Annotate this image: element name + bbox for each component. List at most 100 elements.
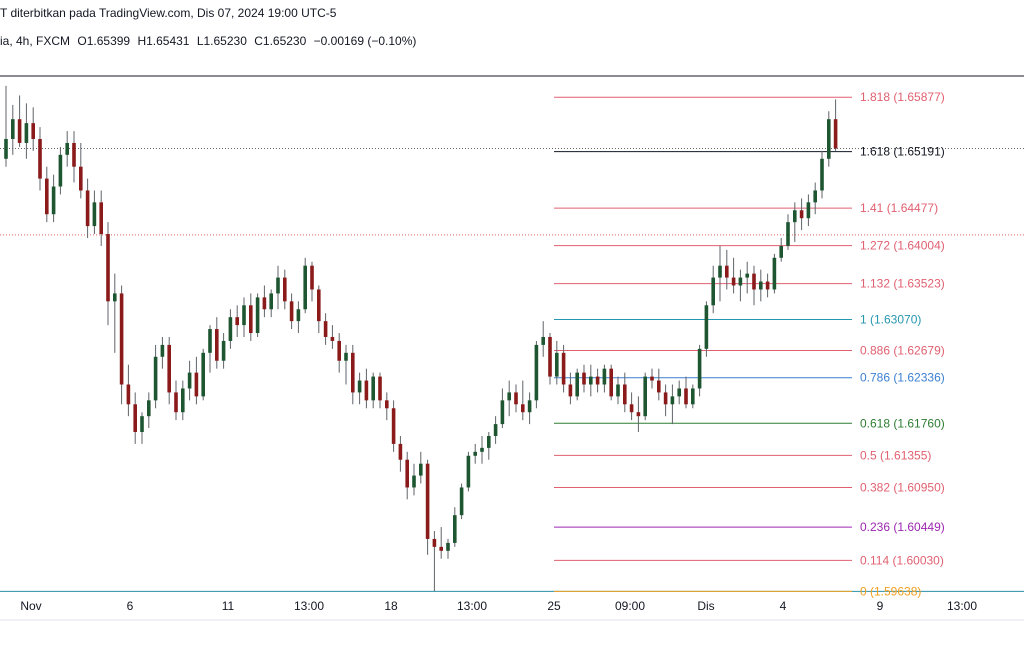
candle-body <box>657 380 661 393</box>
candle <box>833 99 838 151</box>
candle <box>772 253 777 294</box>
candle <box>153 344 158 409</box>
candle-body <box>58 154 63 187</box>
candle <box>262 285 267 318</box>
candle-body <box>174 392 178 413</box>
candle <box>827 111 831 167</box>
fib-level-label: 1.41 (1.64477) <box>860 201 938 215</box>
candle <box>718 245 722 302</box>
candle-body <box>514 392 518 405</box>
candle-body <box>453 515 457 543</box>
candle-body <box>194 372 199 397</box>
candle-body <box>215 329 219 361</box>
candle-body <box>541 336 545 345</box>
time-tick-label: Dis <box>697 599 714 613</box>
candle <box>296 301 301 334</box>
published-info: T diterbitkan pada TradingView.com, Dis … <box>0 6 337 20</box>
candle-body <box>92 202 97 227</box>
candle <box>507 380 511 417</box>
candle <box>174 380 178 421</box>
candle-body <box>51 186 56 215</box>
time-axis[interactable]: Nov 6 11 13:00 18 13:00 25 09:00 Dis 4 9 13:00 <box>20 599 977 613</box>
candle <box>670 384 675 425</box>
candle-body <box>446 542 450 551</box>
candle <box>575 368 579 401</box>
candle <box>534 340 539 409</box>
candle-body <box>589 376 593 385</box>
fib-level-label: 1.272 (1.64004) <box>860 239 945 253</box>
candle <box>249 293 253 341</box>
candle-body <box>691 388 695 405</box>
fibonacci-extension[interactable]: 1.818 (1.65877) 1.618 (1.65191) 1.41 (1.64… <box>554 90 945 598</box>
candle <box>242 297 246 337</box>
candle <box>480 435 484 464</box>
candle <box>521 380 525 421</box>
candle-body <box>765 281 770 290</box>
candle <box>629 392 634 421</box>
candle-body <box>725 265 729 278</box>
candle-body <box>650 376 654 381</box>
candle-body <box>133 404 137 433</box>
candle-body <box>466 455 471 488</box>
candle <box>541 321 545 357</box>
candle-body <box>99 202 103 235</box>
candle <box>643 372 647 421</box>
candle <box>351 344 355 405</box>
candle-body <box>337 340 341 361</box>
candle-body <box>378 376 382 401</box>
candle <box>187 360 192 401</box>
candle <box>799 198 804 231</box>
candle <box>493 416 498 444</box>
candle-body <box>364 380 369 401</box>
candle <box>167 336 171 405</box>
candle-body <box>799 210 804 219</box>
candle <box>813 182 817 215</box>
candle <box>208 325 212 373</box>
fib-level-label: 0.618 (1.61760) <box>860 416 945 430</box>
candle <box>595 368 600 393</box>
candle <box>11 104 15 155</box>
fib-level-label: 1 (1.63070) <box>860 313 921 327</box>
candle-body <box>296 309 301 322</box>
candle <box>623 372 627 413</box>
candle <box>663 384 668 417</box>
candle <box>119 285 124 405</box>
fib-level-label: 1.132 (1.63523) <box>860 277 945 291</box>
fib-level-label: 0.382 (1.60950) <box>860 480 945 494</box>
candle <box>289 293 294 330</box>
candle-body <box>330 336 335 341</box>
symbol-label[interactable]: ia, 4h, FXCM <box>0 34 71 48</box>
candle <box>255 293 260 337</box>
candle <box>85 178 90 238</box>
candle <box>432 531 437 592</box>
candle <box>181 380 185 421</box>
candle <box>412 463 416 496</box>
candle-body <box>187 372 192 389</box>
fib-level-label: 1.818 (1.65877) <box>860 90 945 104</box>
candle <box>147 392 151 429</box>
high-value: H1.65431 <box>137 34 190 48</box>
candle <box>711 265 715 314</box>
candle-body <box>153 356 158 401</box>
candle <box>133 392 137 444</box>
candle <box>473 443 477 464</box>
candle-body <box>534 344 539 401</box>
candle <box>31 107 35 151</box>
candle <box>765 273 770 298</box>
fib-level-label: 0.114 (1.60030) <box>860 553 944 567</box>
candle-body <box>731 277 736 286</box>
candle-body <box>140 416 144 433</box>
candle <box>561 344 566 393</box>
candle <box>72 131 76 183</box>
candle <box>221 333 226 369</box>
candle <box>752 265 756 306</box>
candle-body <box>262 297 267 310</box>
candle-body <box>643 376 647 417</box>
candle <box>793 202 797 242</box>
candle-body <box>439 546 443 551</box>
candle <box>548 333 552 385</box>
candle <box>745 261 749 294</box>
candle-body <box>561 352 566 385</box>
candle-body <box>147 400 151 417</box>
